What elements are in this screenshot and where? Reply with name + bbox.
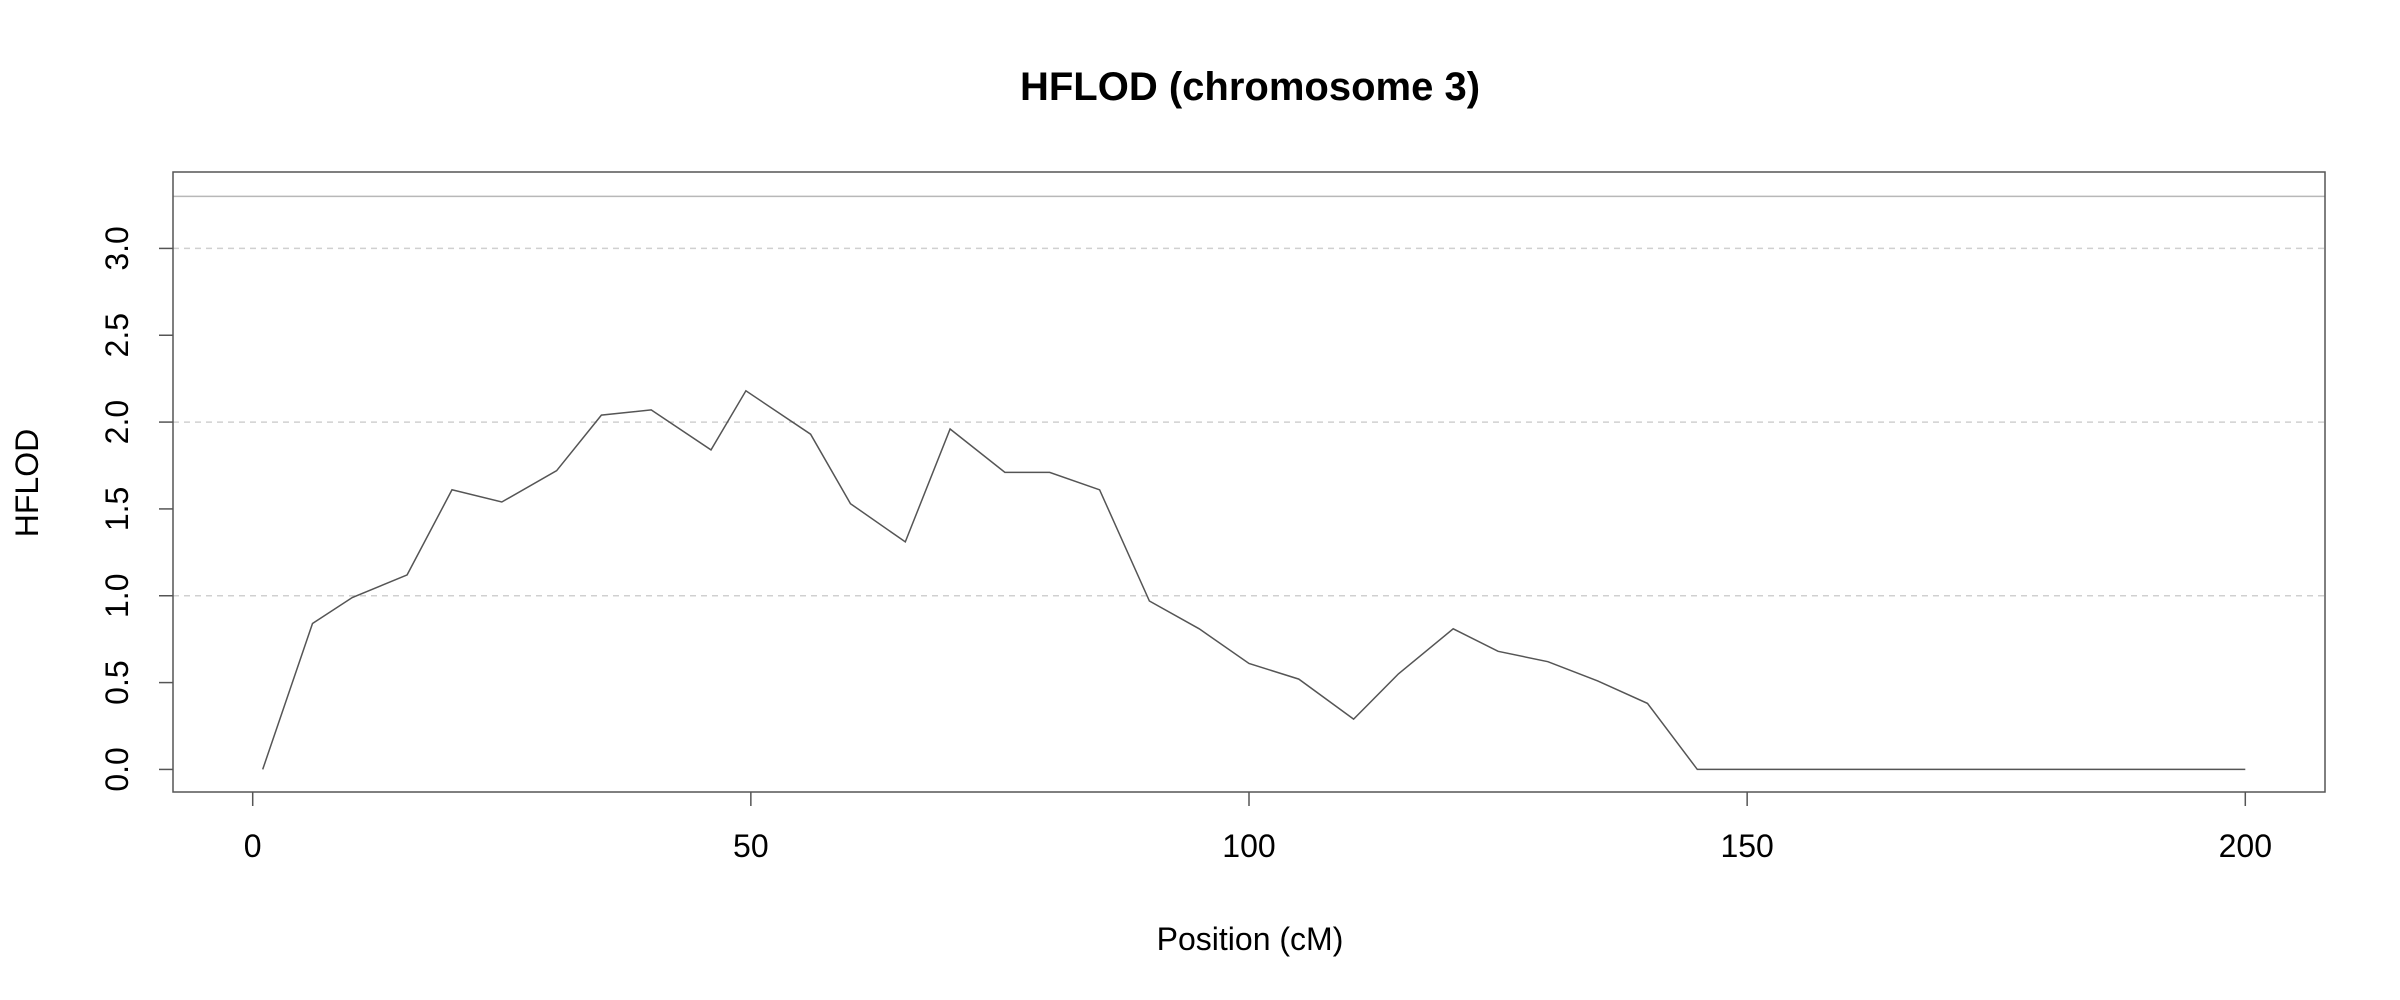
x-tick-label: 0 <box>244 828 262 864</box>
grid-lines <box>173 247 2325 597</box>
x-tick-label: 100 <box>1222 828 1275 864</box>
x-tick-label: 50 <box>733 828 769 864</box>
y-tick-label: 0.5 <box>99 660 135 704</box>
chart-title: HFLOD (chromosome 3) <box>1020 65 1480 109</box>
x-tick-label: 200 <box>2219 828 2272 864</box>
y-axis: 0.0 0.5 1.0 1.5 2.0 2.5 3.0 <box>99 226 173 792</box>
x-axis-label: Position (cM) <box>1157 921 1344 957</box>
data-series <box>261 389 2246 771</box>
hflod-line <box>261 389 2246 771</box>
x-tick-label: 150 <box>1720 828 1773 864</box>
x-axis: 0 50 100 150 200 <box>244 792 2272 864</box>
y-tick-label: 2.5 <box>99 313 135 357</box>
y-tick-label: 2.0 <box>99 400 135 444</box>
y-tick-label: 0.0 <box>99 747 135 791</box>
y-tick-label: 1.0 <box>99 574 135 618</box>
y-tick-label: 1.5 <box>99 487 135 531</box>
y-tick-label: 3.0 <box>99 226 135 270</box>
y-axis-label: HFLOD <box>9 429 45 537</box>
plot-frame <box>172 171 2326 793</box>
